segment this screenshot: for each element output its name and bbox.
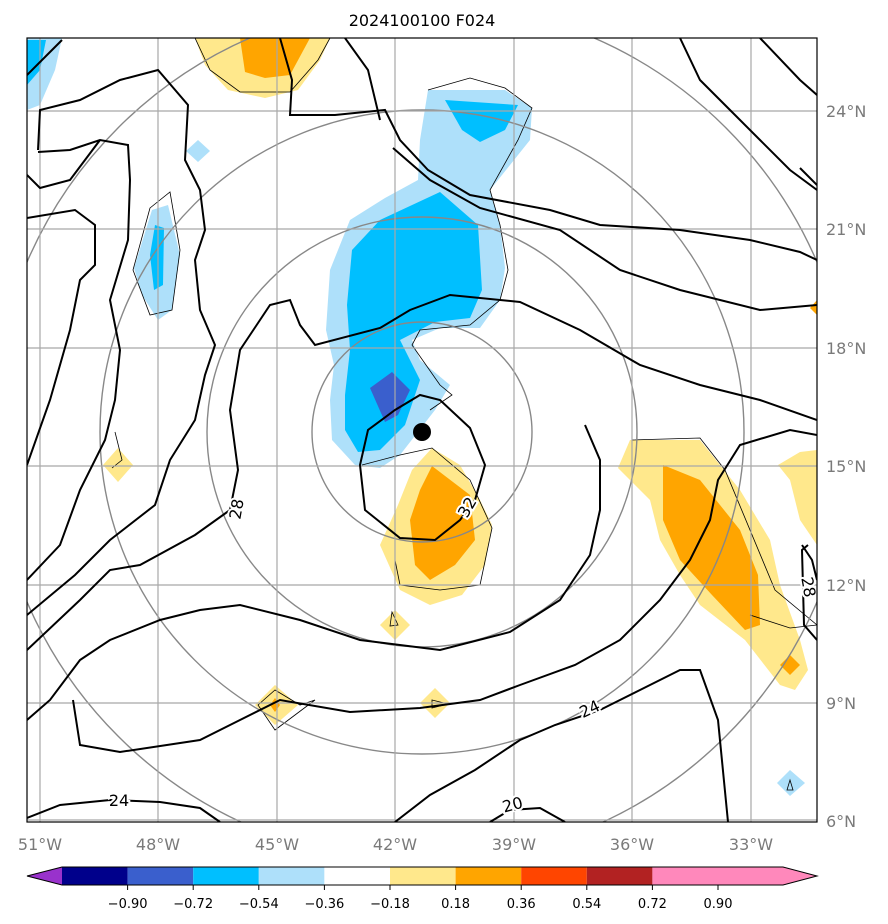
pos-anomaly-right-spot <box>780 655 800 675</box>
pos-anomaly-edge <box>810 300 817 315</box>
map-frame <box>26 37 818 823</box>
lat-tick-label: 18°N <box>826 339 866 358</box>
lon-tick-label: 39°W <box>492 835 536 854</box>
pos-anomaly-right-core <box>663 465 760 630</box>
lat-tick-label: 24°N <box>826 102 866 121</box>
lat-tick-label: 12°N <box>826 576 866 595</box>
colorbar-segment <box>521 867 587 885</box>
contour-label-28a: 28 <box>225 497 247 520</box>
neg-anomaly-small-1 <box>186 140 210 162</box>
pos-anomaly-farright <box>778 450 817 545</box>
lon-tick-label: 36°W <box>610 835 654 854</box>
figure-title: 2024100100 F024 <box>349 11 496 30</box>
colorbar-label: 0.72 <box>638 897 667 912</box>
colorbar-label: −0.54 <box>239 897 279 912</box>
lat-tick-label: 15°N <box>826 457 866 476</box>
colorbar-label: 0.18 <box>441 897 470 912</box>
gridlines <box>27 38 817 822</box>
lon-tick-label: 33°W <box>729 835 773 854</box>
contour-label-28b: 28 <box>797 575 819 598</box>
lat-tick-label: 6°N <box>826 812 856 831</box>
lat-tick-labels: 24°N 21°N 18°N 15°N 12°N 9°N 6°N <box>826 102 866 831</box>
colorbar-segment <box>127 867 194 885</box>
lat-tick-label: 21°N <box>826 220 866 239</box>
pos-anomaly-top-core <box>240 38 310 78</box>
neg-anomaly-topleft-core <box>27 40 46 85</box>
colorbar-label: 0.54 <box>572 897 601 912</box>
colorbar-label: −0.90 <box>108 897 148 912</box>
storm-center-marker <box>413 423 431 441</box>
lon-tick-label: 51°W <box>18 835 62 854</box>
colorbar-segment <box>652 867 718 885</box>
colorbar: −0.90 −0.72 −0.54 −0.36 −0.18 0.18 0.36 … <box>26 866 819 912</box>
colorbar-label: 0.36 <box>507 897 536 912</box>
lon-tick-label: 42°W <box>373 835 417 854</box>
black-contours <box>27 38 817 822</box>
colorbar-label: −0.72 <box>173 897 213 912</box>
contour-label-24b: 24 <box>109 791 129 810</box>
colorbar-label: −0.18 <box>370 897 410 912</box>
colorbar-segment <box>193 867 259 885</box>
colorbar-extend-high <box>783 867 817 885</box>
colorbar-label: 0.90 <box>704 897 733 912</box>
lon-tick-label: 48°W <box>136 835 180 854</box>
neg-anomaly-left-core <box>150 225 164 290</box>
pos-anomaly-small-1 <box>103 448 133 482</box>
colorbar-segment <box>390 867 456 885</box>
colorbar-segment <box>586 867 653 885</box>
colorbar-segment <box>258 867 325 885</box>
lon-tick-labels: 51°W 48°W 45°W 42°W 39°W 36°W 33°W <box>18 835 773 854</box>
pos-anomaly-central-core <box>410 466 475 580</box>
colorbar-extend-low <box>27 867 62 885</box>
range-rings <box>27 38 817 822</box>
colorbar-segment <box>718 867 783 885</box>
colorbar-segment <box>455 867 522 885</box>
colorbar-segment <box>62 867 128 885</box>
map-panel: 28 32 28 24 24 20 <box>27 38 819 822</box>
colorbar-label: −0.36 <box>304 897 344 912</box>
lon-tick-label: 45°W <box>255 835 299 854</box>
colorbar-segment <box>324 867 390 885</box>
lat-tick-label: 9°N <box>826 694 856 713</box>
neg-anomaly-central-max <box>370 372 410 422</box>
